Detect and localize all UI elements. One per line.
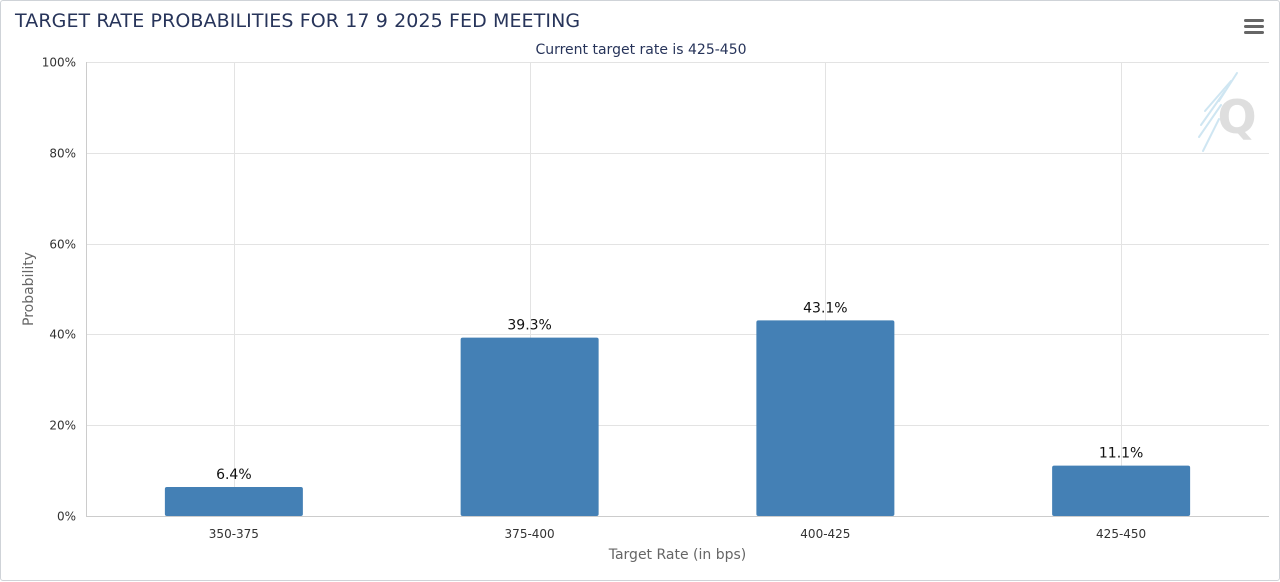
y-axis-title: Probability <box>21 252 37 326</box>
y-tick-label: 20% <box>49 419 76 433</box>
x-tick-label: 400-425 <box>800 527 850 541</box>
y-tick-label: 0% <box>57 510 76 524</box>
bar-425-450 <box>1052 465 1191 516</box>
chart-title: TARGET RATE PROBABILITIES FOR 17 9 2025 … <box>15 10 581 32</box>
x-tick-label: 375-400 <box>505 527 555 541</box>
q-logo-letter: Q <box>1217 90 1256 144</box>
bar-375-400 <box>460 337 599 516</box>
y-tick-label: 40% <box>49 328 76 342</box>
menu-line <box>1244 25 1264 28</box>
bar-400-425 <box>756 320 895 516</box>
q-logo-icon: Q <box>1198 72 1257 152</box>
menu-line <box>1244 31 1264 34</box>
x-tick-label: 350-375 <box>209 527 259 541</box>
data-label: 6.4% <box>216 467 252 483</box>
menu-line <box>1244 19 1264 22</box>
x-axis-title: Target Rate (in bps) <box>608 547 747 563</box>
data-label: 11.1% <box>1099 446 1143 462</box>
bar-350-375 <box>164 486 303 516</box>
data-label: 43.1% <box>803 300 847 316</box>
chart-subtitle: Current target rate is 425-450 <box>535 42 747 58</box>
data-label: 39.3% <box>507 318 551 334</box>
y-tick-label: 80% <box>49 147 76 161</box>
y-tick-label: 60% <box>49 238 76 252</box>
x-tick-label: 425-450 <box>1096 527 1146 541</box>
y-tick-label: 100% <box>42 56 76 70</box>
hamburger-menu-icon[interactable] <box>1241 15 1267 39</box>
